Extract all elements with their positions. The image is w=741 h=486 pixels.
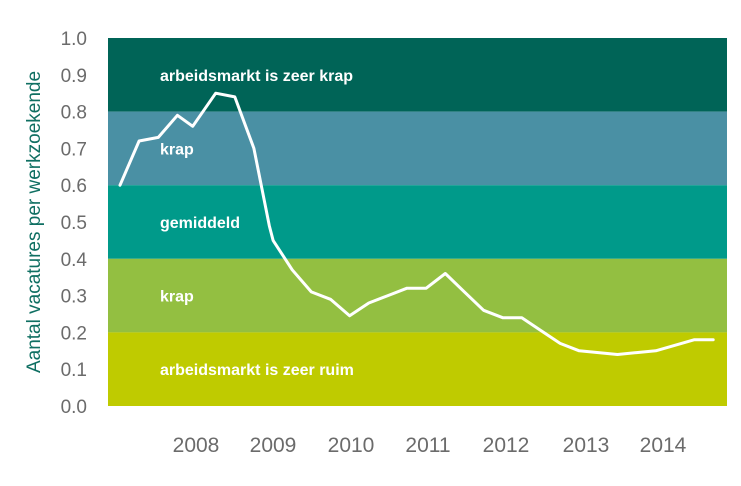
x-tick-label: 2014 [640, 434, 687, 457]
x-tick-label: 2011 [405, 434, 450, 457]
band-label-1: krap [160, 141, 194, 158]
y-tick-label: 0.0 [61, 397, 87, 418]
y-tick-label: 0.5 [61, 213, 87, 234]
band-label-4: arbeidsmarkt is zeer ruim [160, 362, 354, 379]
x-tick-label: 2010 [328, 434, 375, 457]
y-tick-label: 0.2 [61, 323, 87, 344]
series-layer [118, 91, 715, 356]
band-4 [108, 332, 727, 406]
x-tick-label: 2012 [483, 434, 530, 457]
band-1 [108, 111, 727, 186]
x-tick-label: 2008 [173, 434, 220, 457]
y-tick-label: 0.7 [61, 139, 87, 160]
y-tick-label: 0.3 [61, 287, 87, 308]
y-tick-label: 0.8 [61, 103, 87, 124]
series-line-0 [118, 91, 715, 356]
y-tick-label: 0.1 [61, 360, 87, 381]
y-axis-ticks: 1.0 0.9 0.8 0.7 0.6 0.5 0.4 0.3 0.2 0.1 0.0 [61, 29, 88, 418]
band-layer [108, 38, 727, 406]
band-label-3: krap [160, 289, 194, 306]
band-3 [108, 258, 727, 333]
y-tick-label: 0.6 [61, 176, 87, 197]
y-tick-label: 0.9 [61, 66, 87, 87]
y-tick-label: 1.0 [61, 29, 87, 50]
y-tick-label: 0.4 [61, 250, 88, 271]
x-tick-label: 2013 [563, 434, 610, 457]
band-label-layer: arbeidsmarkt is zeer krap krap gemiddeld kr… [160, 68, 354, 379]
x-tick-label: 2009 [250, 434, 297, 457]
band-2 [108, 185, 727, 259]
y-axis-label: Aantal vacatures per werkzoekende [24, 71, 45, 373]
band-label-2: gemiddeld [160, 215, 240, 232]
band-label-0: arbeidsmarkt is zeer krap [160, 68, 353, 85]
x-axis-ticks: 2008 2009 2010 2011 2012 2013 2014 [173, 434, 687, 457]
